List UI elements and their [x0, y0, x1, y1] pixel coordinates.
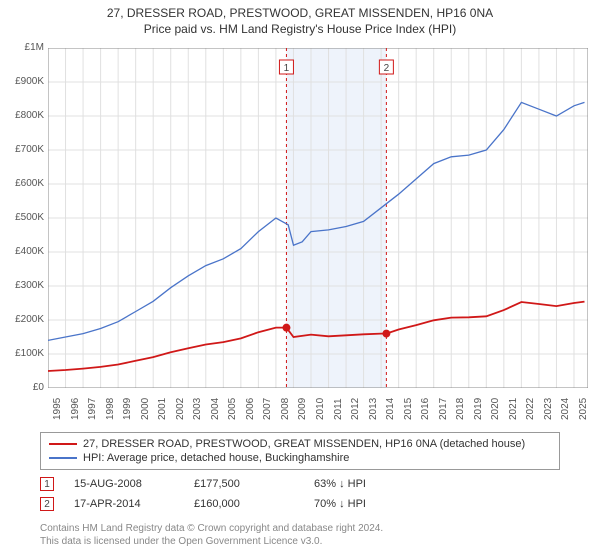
footer-attribution: Contains HM Land Registry data © Crown c… — [40, 522, 560, 548]
svg-text:2: 2 — [384, 63, 390, 74]
x-tick-label: 2018 — [455, 398, 466, 420]
x-tick-label: 2001 — [157, 398, 168, 420]
x-tick-label: 2025 — [578, 398, 589, 420]
x-tick-label: 2006 — [245, 398, 256, 420]
x-tick-label: 2009 — [297, 398, 308, 420]
x-tick-label: 1999 — [122, 398, 133, 420]
x-tick-label: 2012 — [350, 398, 361, 420]
y-tick-label: £0 — [0, 382, 44, 393]
x-tick-label: 2007 — [262, 398, 273, 420]
y-tick-label: £600K — [0, 178, 44, 189]
footer-line-1: Contains HM Land Registry data © Crown c… — [40, 522, 560, 535]
x-tick-label: 1995 — [52, 398, 63, 420]
event-pct: 63% ↓ HPI — [314, 478, 414, 490]
event-table: 1 15-AUG-2008 £177,500 63% ↓ HPI 2 17-APR-201… — [40, 474, 560, 514]
footer-line-2: This data is licensed under the Open Gov… — [40, 535, 560, 548]
y-tick-label: £100K — [0, 348, 44, 359]
event-price: £177,500 — [194, 478, 294, 490]
legend: 27, DRESSER ROAD, PRESTWOOD, GREAT MISSE… — [40, 432, 560, 470]
y-tick-label: £800K — [0, 110, 44, 121]
event-date: 17-APR-2014 — [74, 498, 174, 510]
page-title: 27, DRESSER ROAD, PRESTWOOD, GREAT MISSE… — [0, 0, 600, 20]
x-tick-label: 2016 — [420, 398, 431, 420]
legend-swatch — [49, 457, 77, 459]
event-marker: 2 — [40, 497, 54, 511]
x-tick-label: 2005 — [227, 398, 238, 420]
x-tick-label: 2022 — [525, 398, 536, 420]
page-subtitle: Price paid vs. HM Land Registry's House … — [0, 20, 600, 40]
x-tick-label: 2020 — [490, 398, 501, 420]
x-tick-label: 2004 — [210, 398, 221, 420]
x-tick-label: 2023 — [543, 398, 554, 420]
x-tick-label: 2024 — [560, 398, 571, 420]
legend-swatch — [49, 443, 77, 445]
x-tick-label: 2017 — [438, 398, 449, 420]
legend-row: HPI: Average price, detached house, Buck… — [49, 451, 551, 465]
event-row: 2 17-APR-2014 £160,000 70% ↓ HPI — [40, 494, 560, 514]
y-tick-label: £500K — [0, 212, 44, 223]
x-tick-label: 2021 — [508, 398, 519, 420]
x-tick-label: 2015 — [403, 398, 414, 420]
y-tick-label: £900K — [0, 76, 44, 87]
y-tick-label: £200K — [0, 314, 44, 325]
legend-row: 27, DRESSER ROAD, PRESTWOOD, GREAT MISSE… — [49, 437, 551, 451]
event-date: 15-AUG-2008 — [74, 478, 174, 490]
x-tick-label: 2011 — [333, 398, 344, 420]
y-tick-label: £1M — [0, 42, 44, 53]
event-price: £160,000 — [194, 498, 294, 510]
legend-label: HPI: Average price, detached house, Buck… — [83, 452, 349, 464]
x-tick-label: 2013 — [368, 398, 379, 420]
y-tick-label: £300K — [0, 280, 44, 291]
event-pct: 70% ↓ HPI — [314, 498, 414, 510]
event-marker: 1 — [40, 477, 54, 491]
x-tick-label: 2002 — [175, 398, 186, 420]
x-tick-label: 2008 — [280, 398, 291, 420]
x-tick-label: 2019 — [473, 398, 484, 420]
x-tick-label: 1996 — [70, 398, 81, 420]
x-tick-label: 1998 — [105, 398, 116, 420]
x-tick-label: 2010 — [315, 398, 326, 420]
event-row: 1 15-AUG-2008 £177,500 63% ↓ HPI — [40, 474, 560, 494]
x-tick-label: 2003 — [192, 398, 203, 420]
x-tick-label: 1997 — [87, 398, 98, 420]
y-tick-label: £400K — [0, 246, 44, 257]
y-tick-label: £700K — [0, 144, 44, 155]
x-tick-label: 2014 — [385, 398, 396, 420]
svg-text:1: 1 — [284, 63, 290, 74]
price-chart: 12 — [48, 48, 588, 388]
legend-label: 27, DRESSER ROAD, PRESTWOOD, GREAT MISSE… — [83, 438, 525, 450]
x-tick-label: 2000 — [140, 398, 151, 420]
